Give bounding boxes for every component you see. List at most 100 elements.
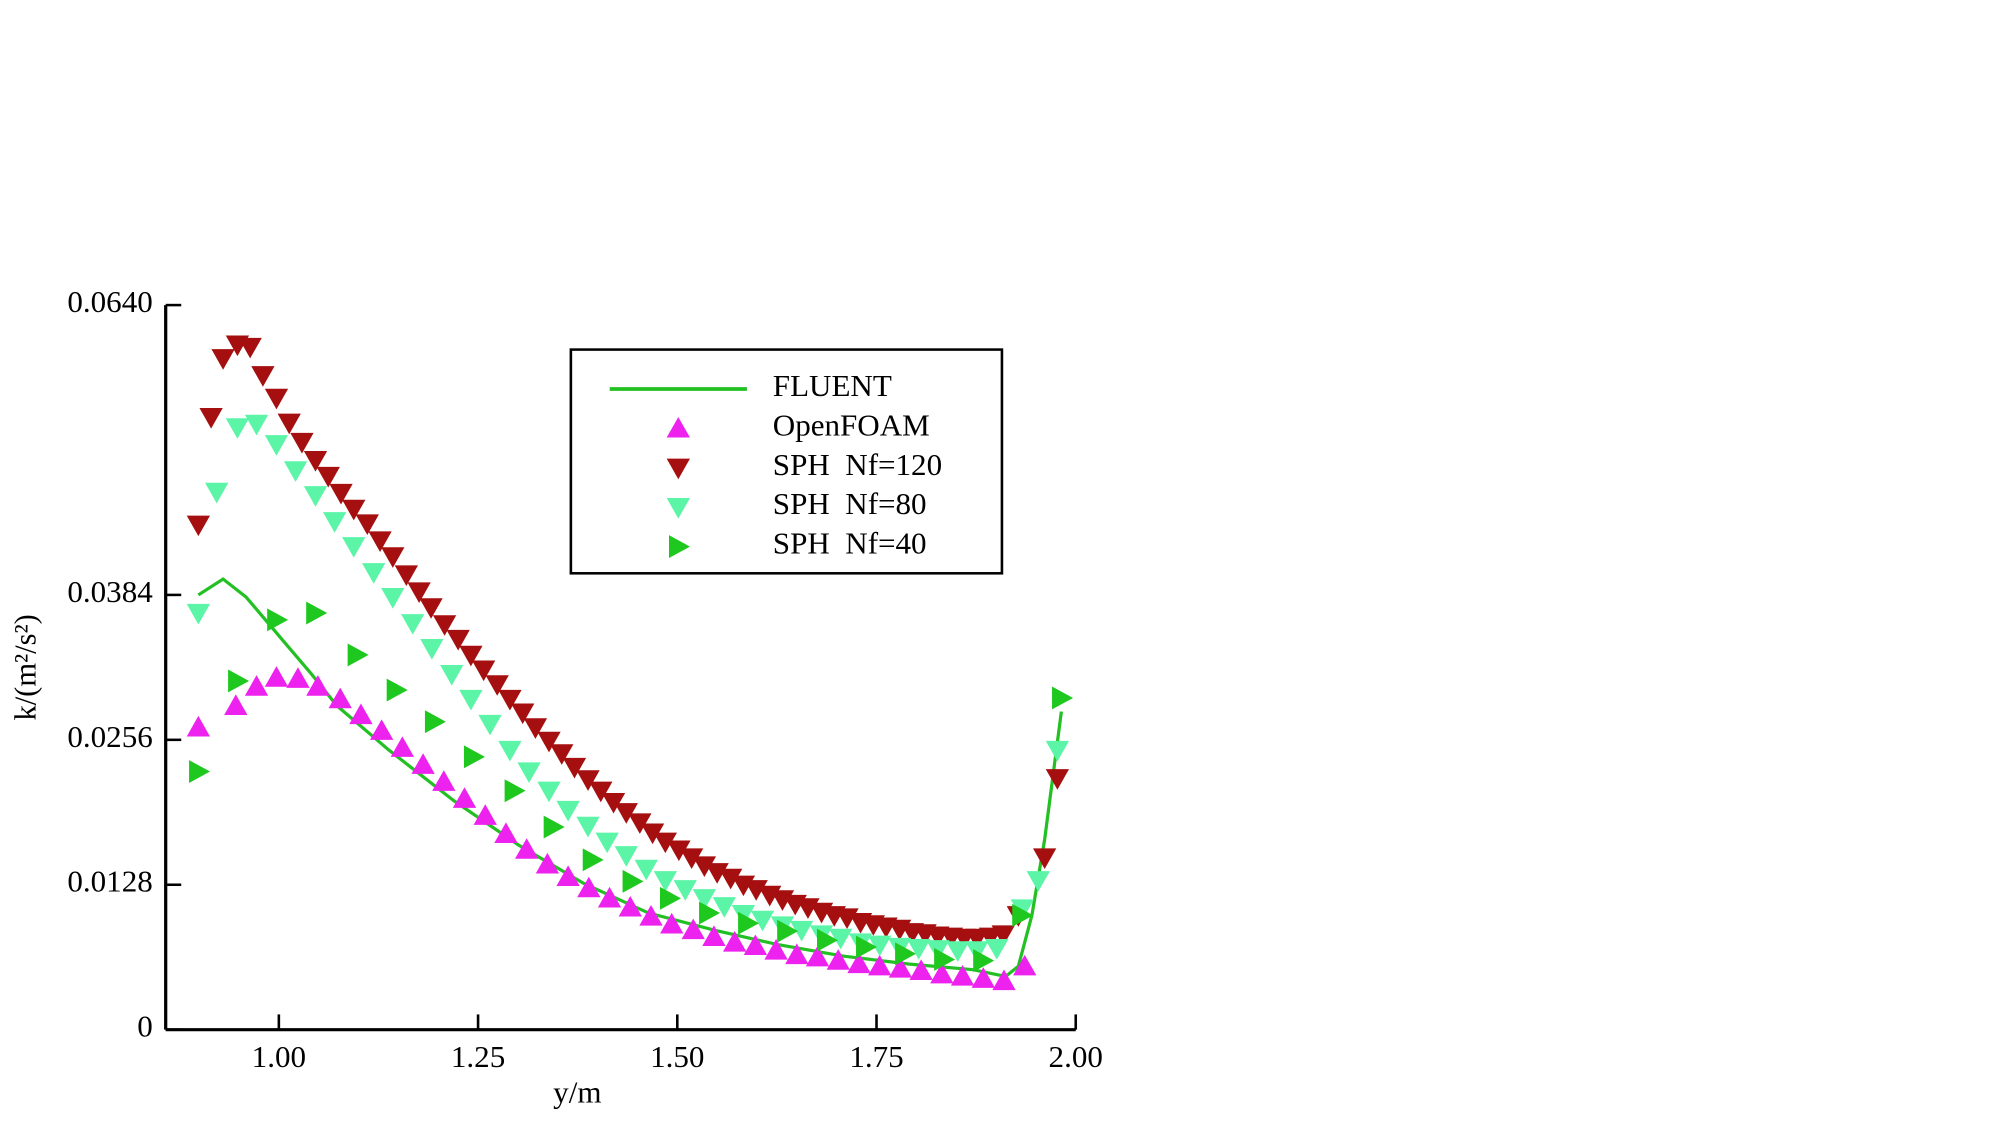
marker — [244, 414, 269, 436]
marker — [411, 753, 435, 774]
marker — [909, 959, 933, 980]
legend-label: SPH Nf=80 — [773, 487, 927, 521]
marker — [186, 515, 211, 537]
marker — [614, 803, 638, 824]
marker — [264, 666, 289, 687]
marker — [517, 762, 541, 783]
legend-box — [569, 348, 1004, 575]
marker — [985, 938, 1009, 960]
marker — [523, 718, 548, 739]
marker — [277, 413, 301, 435]
marker — [888, 957, 913, 978]
marker — [828, 928, 853, 950]
marker — [856, 935, 878, 959]
y-tick-label: 0.0384 — [67, 575, 152, 609]
marker — [595, 832, 619, 854]
series-line — [197, 577, 1063, 979]
y-tick-label: 0 — [137, 1010, 153, 1044]
y-tick-label: 0.0640 — [67, 285, 152, 319]
legend-label: OpenFOAM — [773, 409, 930, 443]
marker — [362, 563, 386, 584]
marker — [723, 931, 747, 952]
marker — [556, 865, 580, 886]
marker — [1013, 954, 1037, 976]
marker — [764, 938, 788, 960]
marker — [907, 938, 931, 960]
marker — [634, 859, 658, 881]
legend-label: SPH Nf=120 — [773, 448, 942, 482]
marker — [614, 846, 638, 867]
marker — [562, 757, 587, 779]
marker — [601, 792, 626, 814]
marker — [211, 349, 235, 370]
marker — [251, 366, 275, 387]
x-tick-label: 1.50 — [650, 1040, 704, 1074]
marker — [868, 954, 892, 976]
marker — [303, 451, 328, 472]
marker — [432, 615, 457, 636]
marker — [667, 840, 691, 862]
marker — [283, 461, 308, 482]
marker — [494, 822, 518, 843]
marker — [189, 760, 211, 783]
marker — [199, 408, 223, 429]
x-axis-label: y/m — [553, 1076, 601, 1110]
marker — [699, 901, 721, 925]
marker — [1012, 903, 1034, 927]
marker — [381, 588, 405, 609]
marker — [498, 689, 522, 711]
marker — [328, 687, 352, 709]
marker — [316, 466, 340, 488]
marker — [349, 703, 373, 725]
marker — [342, 537, 366, 558]
marker — [535, 852, 560, 874]
marker — [934, 948, 956, 971]
marker — [640, 823, 665, 845]
marker — [1045, 740, 1070, 762]
marker — [463, 745, 485, 769]
marker — [777, 919, 799, 943]
marker — [543, 815, 565, 839]
marker — [322, 512, 347, 533]
marker — [895, 942, 917, 966]
marker — [407, 582, 431, 603]
marker — [401, 614, 425, 635]
legend-label: FLUENT — [773, 369, 892, 403]
y-tick-label: 0.0256 — [67, 720, 152, 754]
marker — [930, 962, 954, 984]
legend-marker — [666, 458, 690, 480]
marker — [446, 629, 470, 651]
marker — [303, 486, 328, 507]
marker — [702, 925, 726, 946]
marker — [679, 848, 704, 870]
marker — [368, 531, 392, 553]
marker — [390, 736, 415, 757]
marker — [973, 949, 995, 973]
marker — [971, 967, 995, 988]
marker — [712, 897, 736, 918]
marker — [471, 660, 496, 682]
marker — [576, 816, 600, 838]
marker — [355, 514, 379, 536]
marker — [743, 934, 768, 956]
marker — [459, 645, 483, 667]
marker — [394, 565, 419, 586]
marker — [582, 848, 604, 872]
marker — [868, 935, 892, 957]
marker — [1052, 686, 1074, 710]
marker — [515, 838, 539, 859]
marker — [264, 388, 289, 410]
marker — [991, 925, 1015, 947]
marker — [639, 905, 663, 926]
marker — [306, 601, 328, 625]
marker — [228, 669, 250, 693]
marker — [485, 675, 509, 696]
legend-label: SPH Nf=40 — [773, 527, 927, 561]
marker — [369, 719, 394, 740]
marker — [440, 665, 464, 686]
marker — [478, 714, 502, 736]
y-tick-label: 0.0128 — [67, 865, 152, 899]
marker — [342, 499, 366, 521]
marker — [992, 969, 1016, 991]
marker — [186, 603, 211, 625]
